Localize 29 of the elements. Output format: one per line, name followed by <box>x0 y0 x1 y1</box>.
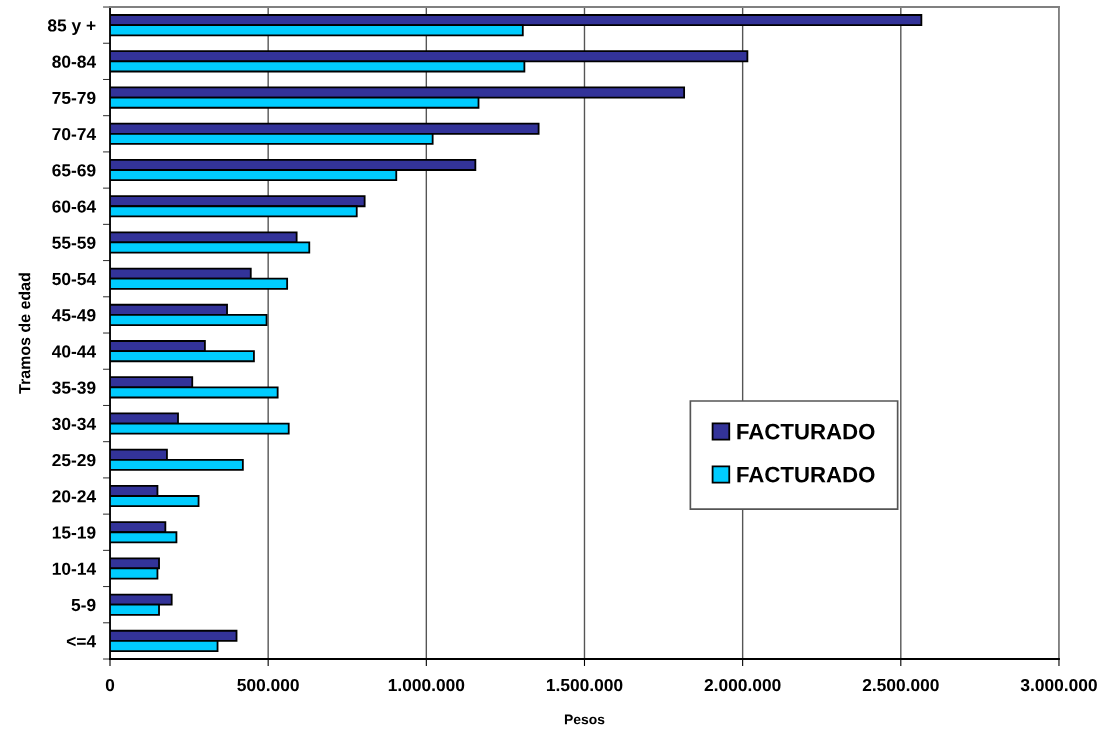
y-tick-label: 45-49 <box>51 309 96 322</box>
y-tick-label: 50-54 <box>52 272 97 286</box>
legend-label: FACTURADO <box>737 423 875 440</box>
y-tick-label: 65-69 <box>52 164 96 177</box>
y-tick-label: 20-24 <box>52 490 97 503</box>
x-tick-label: 1.000.000 <box>388 678 465 692</box>
legend-label: FACTURADO <box>737 466 875 483</box>
y-tick-label: 10-14 <box>52 562 97 575</box>
y-tick-label: 80-84 <box>52 55 97 68</box>
y-tick-label: 85 y + <box>47 19 96 36</box>
y-tick-label: 5-9 <box>71 598 96 612</box>
y-tick-label: <=4 <box>66 635 97 648</box>
y-tick-label: 35-39 <box>52 381 96 394</box>
y-tick-label: 55-59 <box>52 236 96 249</box>
x-tick-label: 2.000.000 <box>704 678 781 692</box>
x-tick-label: 1.500.000 <box>546 678 623 692</box>
x-tick-label: 500.000 <box>237 678 299 692</box>
y-axis-title: Tramos de edad <box>18 273 31 394</box>
y-tick-label: 15-19 <box>52 526 96 539</box>
y-tick-label: 60-64 <box>52 200 97 213</box>
x-tick-label: 2.500.000 <box>862 678 939 692</box>
y-tick-label: 75-79 <box>52 91 96 105</box>
x-tick-label: 0 <box>105 678 115 692</box>
y-tick-label: 25-29 <box>52 453 96 467</box>
y-tick-label: 30-34 <box>52 417 97 431</box>
y-tick-label: 40-44 <box>51 345 97 358</box>
x-axis-title: Pesos <box>564 714 605 725</box>
y-tick-label: 70-74 <box>52 127 97 141</box>
x-tick-label: 3.000.000 <box>1020 678 1097 692</box>
